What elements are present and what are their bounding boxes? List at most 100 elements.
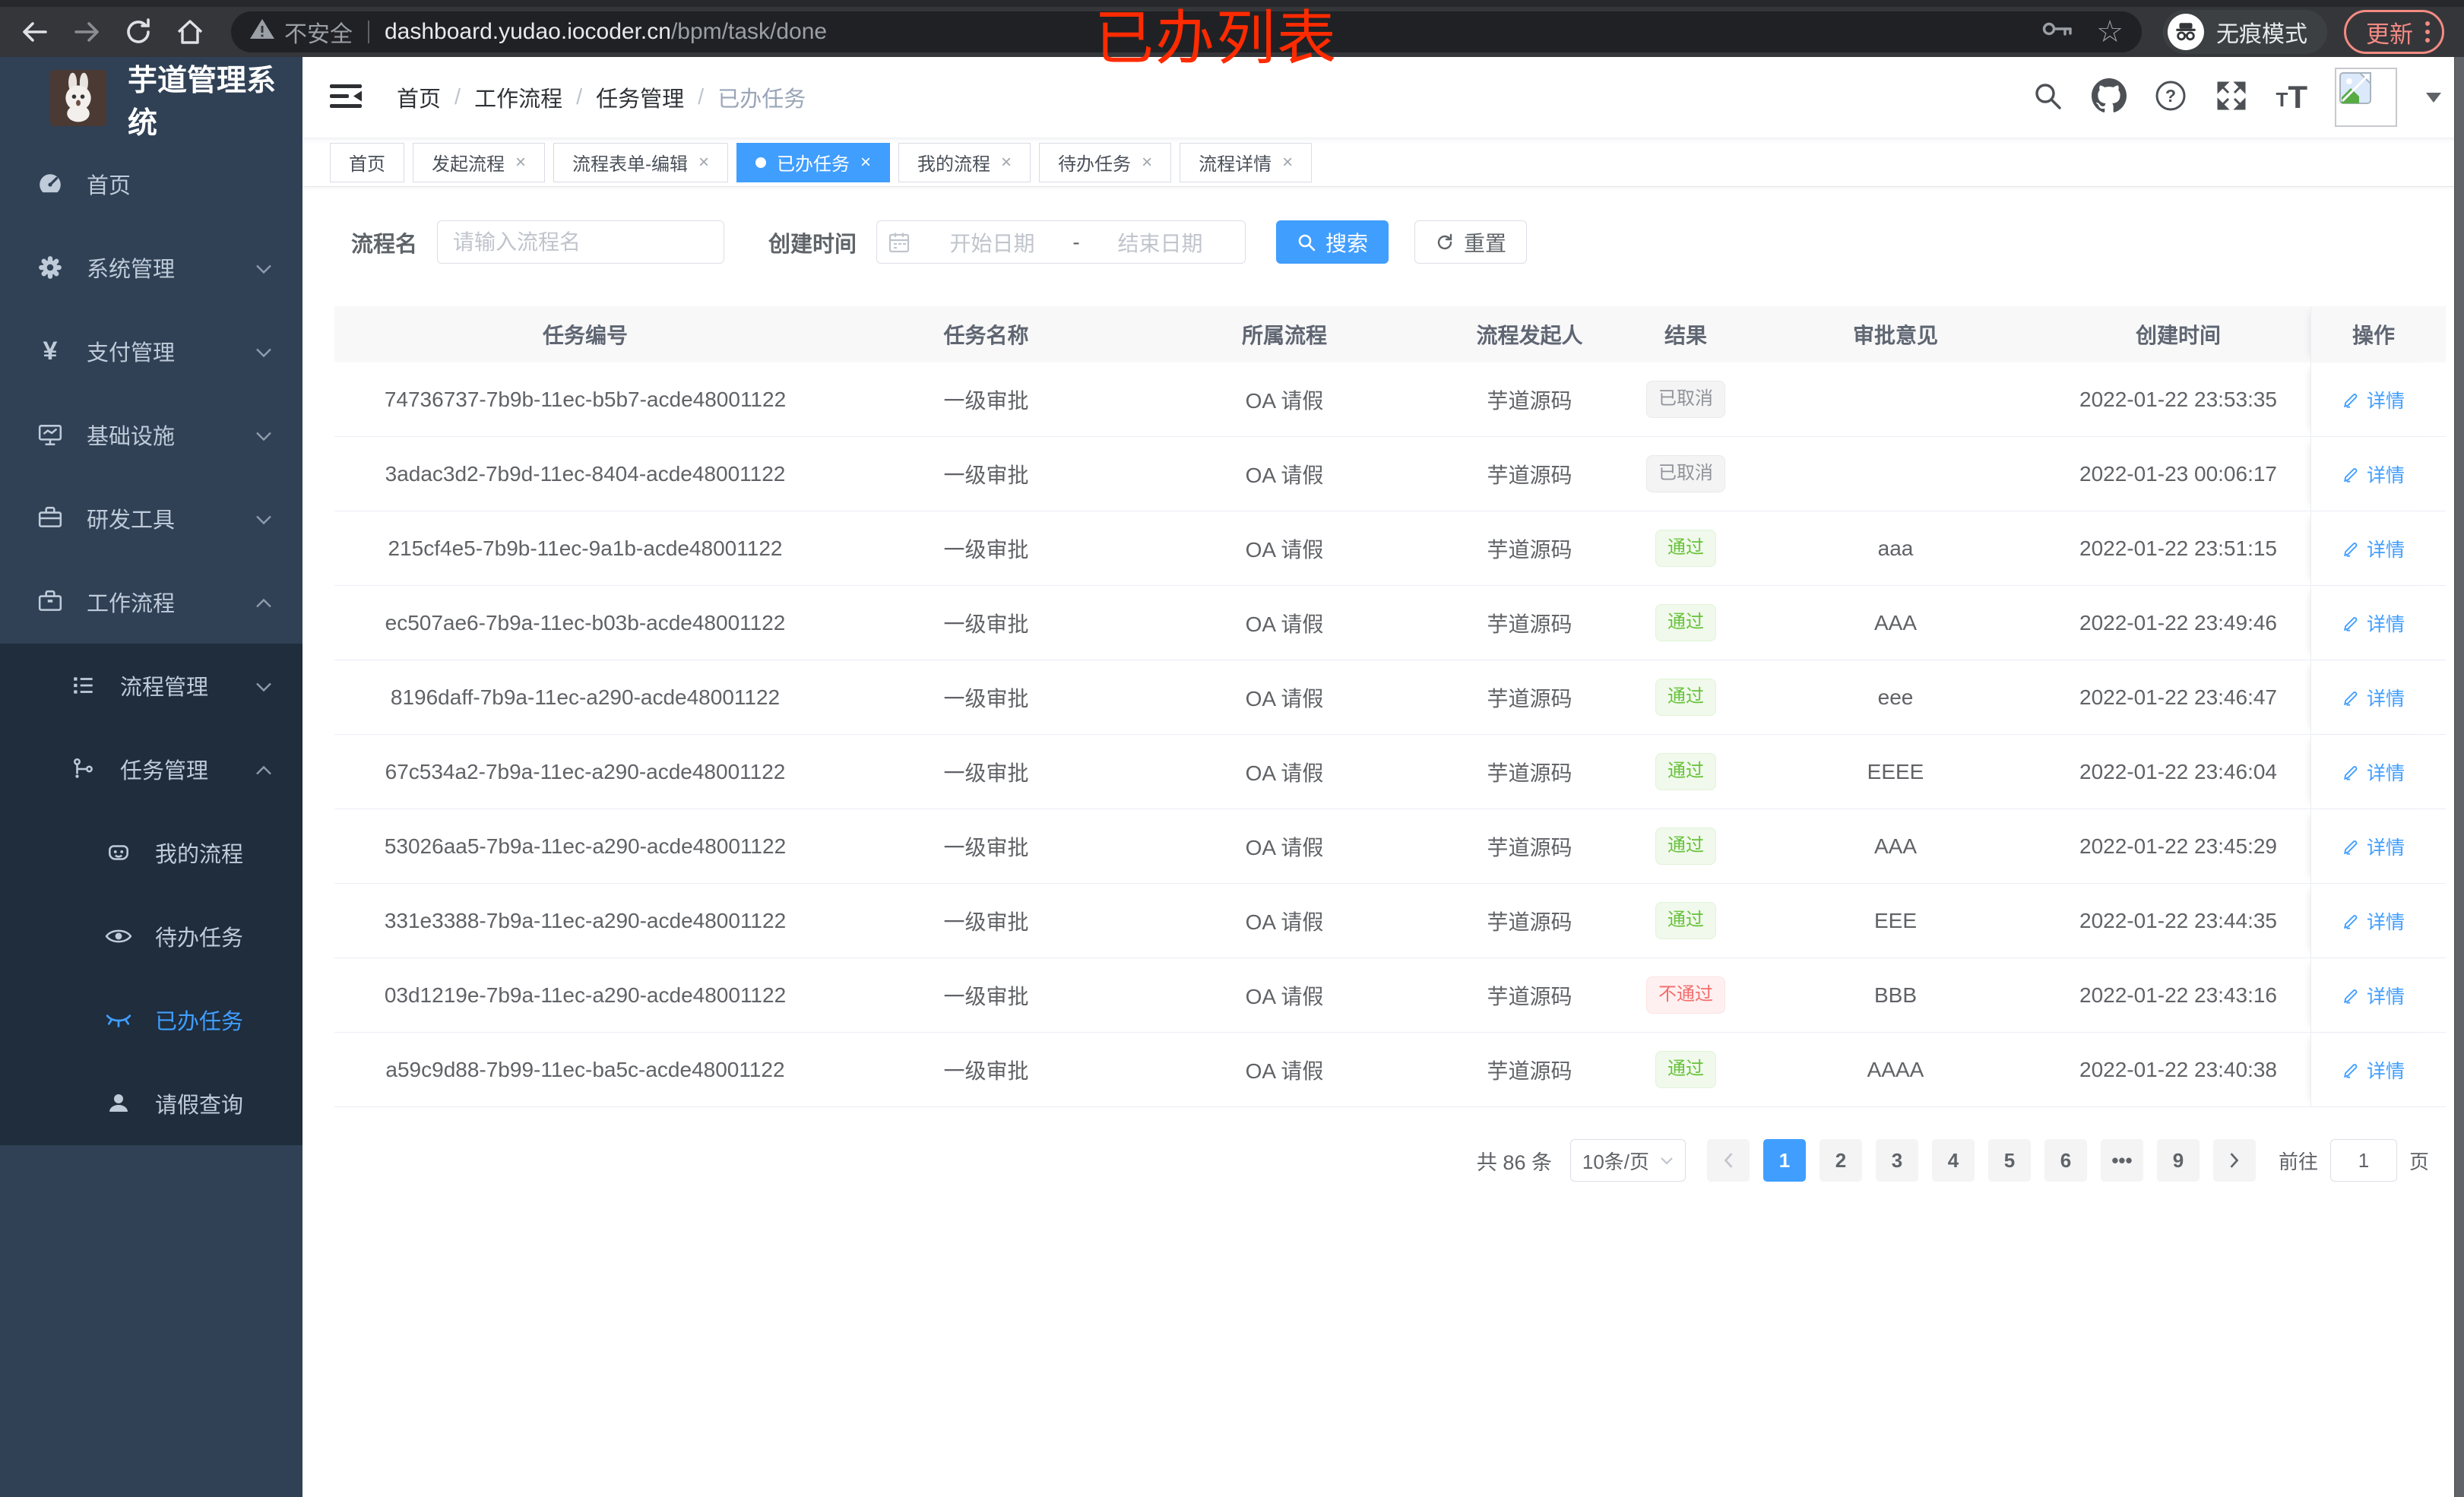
detail-link[interactable]: 详情 — [2342, 833, 2405, 860]
insecure-warning-icon[interactable] — [249, 17, 275, 46]
detail-link[interactable]: 详情 — [2342, 386, 2405, 413]
help-icon[interactable]: ? — [2154, 79, 2187, 116]
goto-label: 前往 — [2278, 1150, 2318, 1173]
cell-task-name: 一级审批 — [943, 388, 1029, 413]
close-icon[interactable]: × — [515, 151, 527, 172]
avatar-caret-icon[interactable] — [2426, 92, 2441, 103]
password-key-icon[interactable] — [2041, 19, 2073, 45]
avatar[interactable] — [2335, 68, 2397, 127]
page-button-1[interactable]: 1 — [1762, 1139, 1806, 1182]
tab-start-process[interactable]: 发起流程 × — [413, 142, 546, 182]
detail-link[interactable]: 详情 — [2342, 460, 2405, 488]
cell-created: 2022-01-22 23:45:29 — [2079, 834, 2277, 858]
process-name-input[interactable] — [437, 220, 725, 264]
page-button-6[interactable]: 6 — [2044, 1139, 2087, 1182]
cell-starter: 芋道源码 — [1487, 835, 1572, 859]
cell-task-name: 一级审批 — [943, 463, 1029, 487]
status-badge: 通过 — [1655, 679, 1716, 716]
status-badge: 通过 — [1655, 530, 1716, 567]
detail-link[interactable]: 详情 — [2342, 758, 2405, 786]
page-button-3[interactable]: 3 — [1875, 1139, 1918, 1182]
chevron-up-icon — [255, 757, 272, 782]
sidebar-item-system[interactable]: 系统管理 — [0, 226, 302, 309]
cell-task-name: 一级审批 — [943, 835, 1029, 859]
incognito-icon — [2168, 14, 2204, 50]
sidebar-item-leave-query[interactable]: 请假查询 — [0, 1062, 302, 1145]
cell-starter: 芋道源码 — [1487, 910, 1572, 934]
sidebar-item-done-tasks[interactable]: 已办任务 — [0, 978, 302, 1062]
breadcrumb-workflow[interactable]: 工作流程 — [474, 87, 563, 112]
detail-link[interactable]: 详情 — [2342, 609, 2405, 637]
tab-my-process[interactable]: 我的流程 × — [898, 142, 1031, 182]
table-row: 331e3388-7b9a-11ec-a290-acde48001122 一级审… — [334, 884, 2446, 958]
range-separator: - — [1072, 229, 1080, 254]
sidebar-item-home[interactable]: 首页 — [0, 142, 302, 226]
sidebar-item-dev-tools[interactable]: 研发工具 — [0, 476, 302, 560]
page-button-2[interactable]: 2 — [1819, 1139, 1862, 1182]
process-name-label: 流程名 — [351, 232, 418, 257]
detail-link[interactable]: 详情 — [2342, 1056, 2405, 1084]
close-icon[interactable]: × — [860, 151, 872, 172]
close-icon[interactable]: × — [1282, 151, 1294, 172]
eye-open-icon — [102, 926, 135, 947]
search-icon[interactable] — [2031, 79, 2064, 116]
sidebar-collapse-button[interactable] — [328, 81, 363, 114]
prev-page-button[interactable] — [1706, 1139, 1750, 1182]
address-bar[interactable]: 不安全 dashboard.yudao.iocoder.cn/bpm/task/… — [231, 11, 2142, 52]
window-scrollbar[interactable] — [2454, 57, 2464, 1497]
sidebar-item-task-management[interactable]: 任务管理 — [0, 727, 302, 811]
page-button-4[interactable]: 4 — [1931, 1139, 1975, 1182]
date-range-picker[interactable]: 开始日期 - 结束日期 — [876, 220, 1246, 264]
close-icon[interactable]: × — [1001, 151, 1012, 172]
page-size-select[interactable]: 10条/页 — [1569, 1139, 1686, 1182]
sidebar-item-my-process[interactable]: 我的流程 — [0, 811, 302, 894]
page-header: 首页 / 工作流程 / 任务管理 / 已办任务 ? — [302, 57, 2464, 138]
sidebar-item-label: 工作流程 — [87, 592, 176, 616]
fullscreen-icon[interactable] — [2215, 79, 2248, 116]
search-button[interactable]: 搜索 — [1276, 220, 1389, 264]
cell-process: OA 请假 — [1245, 537, 1324, 562]
detail-link[interactable]: 详情 — [2342, 907, 2405, 935]
browser-back-button[interactable] — [20, 17, 50, 47]
sidebar-item-process-management[interactable]: 流程管理 — [0, 644, 302, 727]
start-date-placeholder[interactable]: 开始日期 — [949, 231, 1035, 255]
workflow-submenu: 流程管理 任务管理 我的流程 待办任务 已办 — [0, 644, 302, 1145]
page-ellipsis-button[interactable]: ••• — [2100, 1139, 2143, 1182]
annotation-done-list-overlay: 已办列表 — [1094, 5, 1338, 71]
close-icon[interactable]: × — [1142, 151, 1153, 172]
close-icon[interactable]: × — [698, 151, 710, 172]
breadcrumb-task-management[interactable]: 任务管理 — [596, 87, 685, 112]
page-button-5[interactable]: 5 — [1987, 1139, 2031, 1182]
page-button-9[interactable]: 9 — [2156, 1139, 2200, 1182]
github-icon[interactable] — [2092, 78, 2127, 117]
next-page-button[interactable] — [2212, 1139, 2256, 1182]
tab-label: 流程表单-编辑 — [572, 154, 689, 175]
sidebar-item-todo-tasks[interactable]: 待办任务 — [0, 894, 302, 978]
browser-menu-icon[interactable] — [2425, 21, 2430, 43]
sidebar-item-payment[interactable]: ¥ 支付管理 — [0, 309, 302, 393]
reset-button[interactable]: 重置 — [1414, 220, 1528, 264]
tab-home[interactable]: 首页 — [330, 142, 404, 182]
sidebar-item-infrastructure[interactable]: 基础设施 — [0, 393, 302, 476]
cell-task-id: 3adac3d2-7b9d-11ec-8404-acde48001122 — [385, 461, 786, 486]
sidebar-item-workflow[interactable]: 工作流程 — [0, 560, 302, 644]
tab-process-form-edit[interactable]: 流程表单-编辑 × — [553, 142, 729, 182]
tab-process-detail[interactable]: 流程详情 × — [1180, 142, 1313, 182]
detail-link[interactable]: 详情 — [2342, 535, 2405, 562]
goto-page-input[interactable] — [2329, 1139, 2397, 1182]
browser-forward-button[interactable] — [71, 17, 102, 47]
tab-done-tasks[interactable]: 已办任务 × — [736, 142, 891, 182]
status-badge: 通过 — [1655, 753, 1716, 790]
breadcrumb-home[interactable]: 首页 — [397, 87, 442, 112]
browser-reload-button[interactable] — [123, 17, 154, 47]
end-date-placeholder[interactable]: 结束日期 — [1117, 231, 1203, 255]
bookmark-star-icon[interactable]: ☆ — [2096, 15, 2124, 49]
tab-todo-tasks[interactable]: 待办任务 × — [1039, 142, 1172, 182]
browser-home-button[interactable] — [175, 17, 205, 47]
detail-link[interactable]: 详情 — [2342, 684, 2405, 711]
incognito-badge: 无痕模式 — [2163, 10, 2327, 54]
cell-created: 2022-01-22 23:44:35 — [2079, 908, 2277, 932]
update-button[interactable]: 更新 — [2344, 10, 2444, 54]
detail-link[interactable]: 详情 — [2342, 982, 2405, 1009]
